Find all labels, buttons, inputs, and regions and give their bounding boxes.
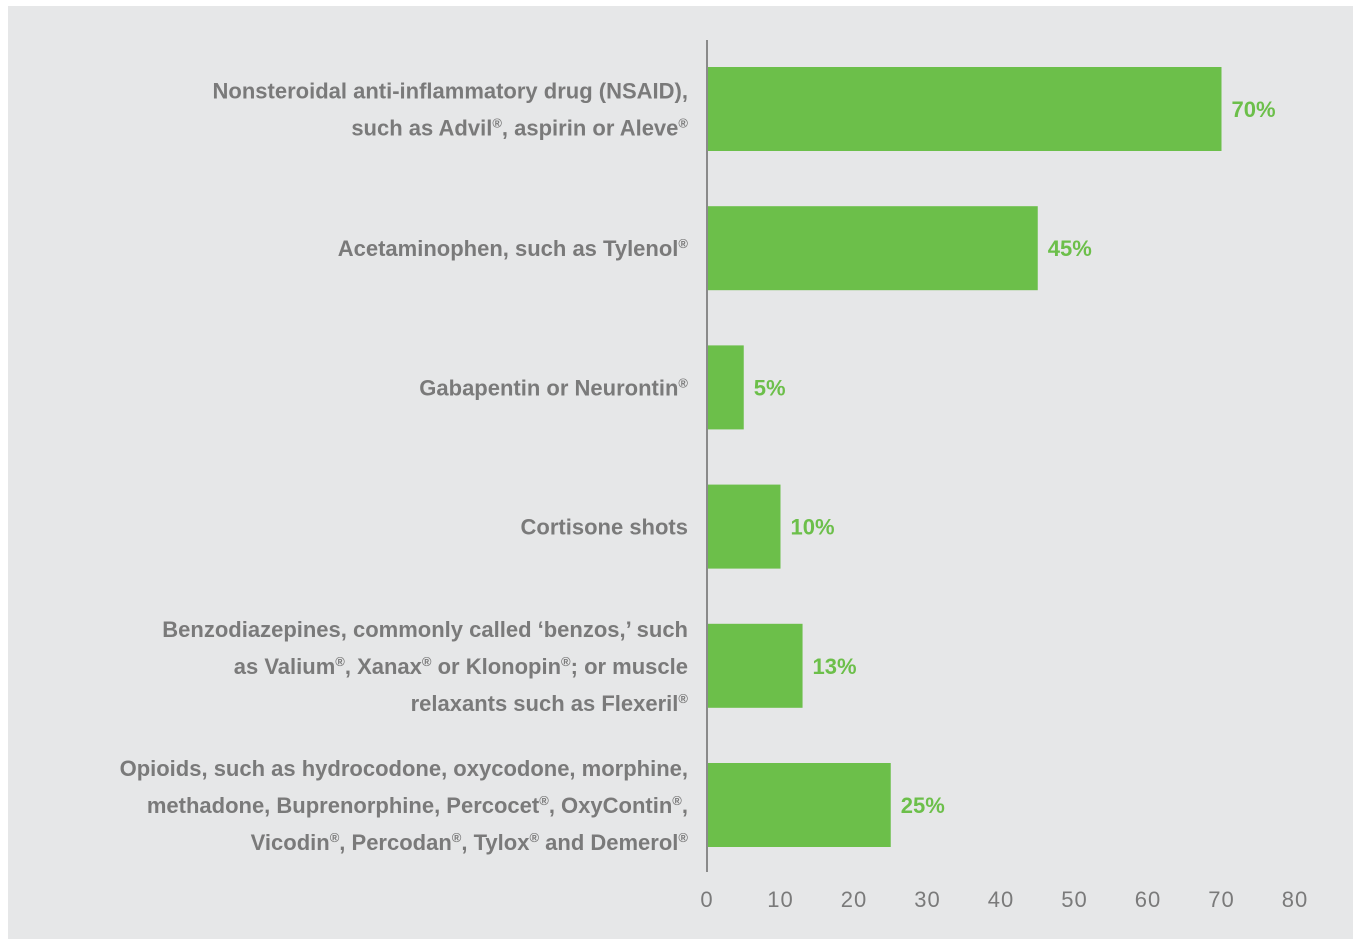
bar <box>708 484 781 569</box>
category-label: Acetaminophen, such as Tylenol®​ <box>338 236 689 261</box>
bar-value-label: 45% <box>1048 236 1092 261</box>
x-tick-labels-group: 0 10 20 30 40 50 60 70 80 <box>700 887 1308 912</box>
bar-value-label: 13% <box>813 654 857 679</box>
category-labels-group: Nonsteroidal anti-inflammatory drug (NSA… <box>120 79 689 856</box>
x-tick-label: 0 <box>700 887 713 912</box>
bar <box>708 623 803 708</box>
x-tick-label: 20 <box>841 887 867 912</box>
bar-value-label: 70% <box>1232 97 1276 122</box>
category-label: Vicodin®​, Percodan®​, Tylox®​ and Demer… <box>251 830 689 855</box>
bar-value-label: 10% <box>791 515 835 540</box>
category-label: as Valium®​, Xanax®​ or Klonopin®​; or m… <box>234 654 688 679</box>
bar-value-label: 5% <box>754 375 786 400</box>
x-tick-label: 30 <box>914 887 940 912</box>
category-label: methadone, Buprenorphine, Percocet®​, Ox… <box>147 793 688 818</box>
category-label: Opioids, such as hydrocodone, oxycodone,… <box>120 756 688 781</box>
category-label: Nonsteroidal anti-inflammatory drug (NSA… <box>213 79 688 104</box>
category-label: such as Advil®​, aspirin or Aleve®​ <box>351 116 688 141</box>
x-tick-label: 50 <box>1061 887 1087 912</box>
x-tick-label: 10 <box>767 887 793 912</box>
x-tick-label: 60 <box>1135 887 1161 912</box>
bar <box>708 67 1222 151</box>
x-tick-label: 40 <box>988 887 1014 912</box>
category-label: Gabapentin or Neurontin®​ <box>419 375 688 400</box>
category-label: Cortisone shots <box>521 515 688 540</box>
bar <box>708 763 891 847</box>
value-labels-group: 70% 45% 5% 10% 13% 25% <box>754 97 1276 818</box>
bar <box>708 206 1038 291</box>
category-label: Benzodiazepines, commonly called ‘benzos… <box>162 617 688 642</box>
bar <box>708 345 744 430</box>
chart-panel <box>8 6 1353 939</box>
bars-group <box>708 67 1222 847</box>
bar-value-label: 25% <box>901 793 945 818</box>
x-tick-label: 70 <box>1208 887 1234 912</box>
category-label: relaxants such as Flexeril®​ <box>411 691 689 716</box>
x-tick-label: 80 <box>1282 887 1308 912</box>
